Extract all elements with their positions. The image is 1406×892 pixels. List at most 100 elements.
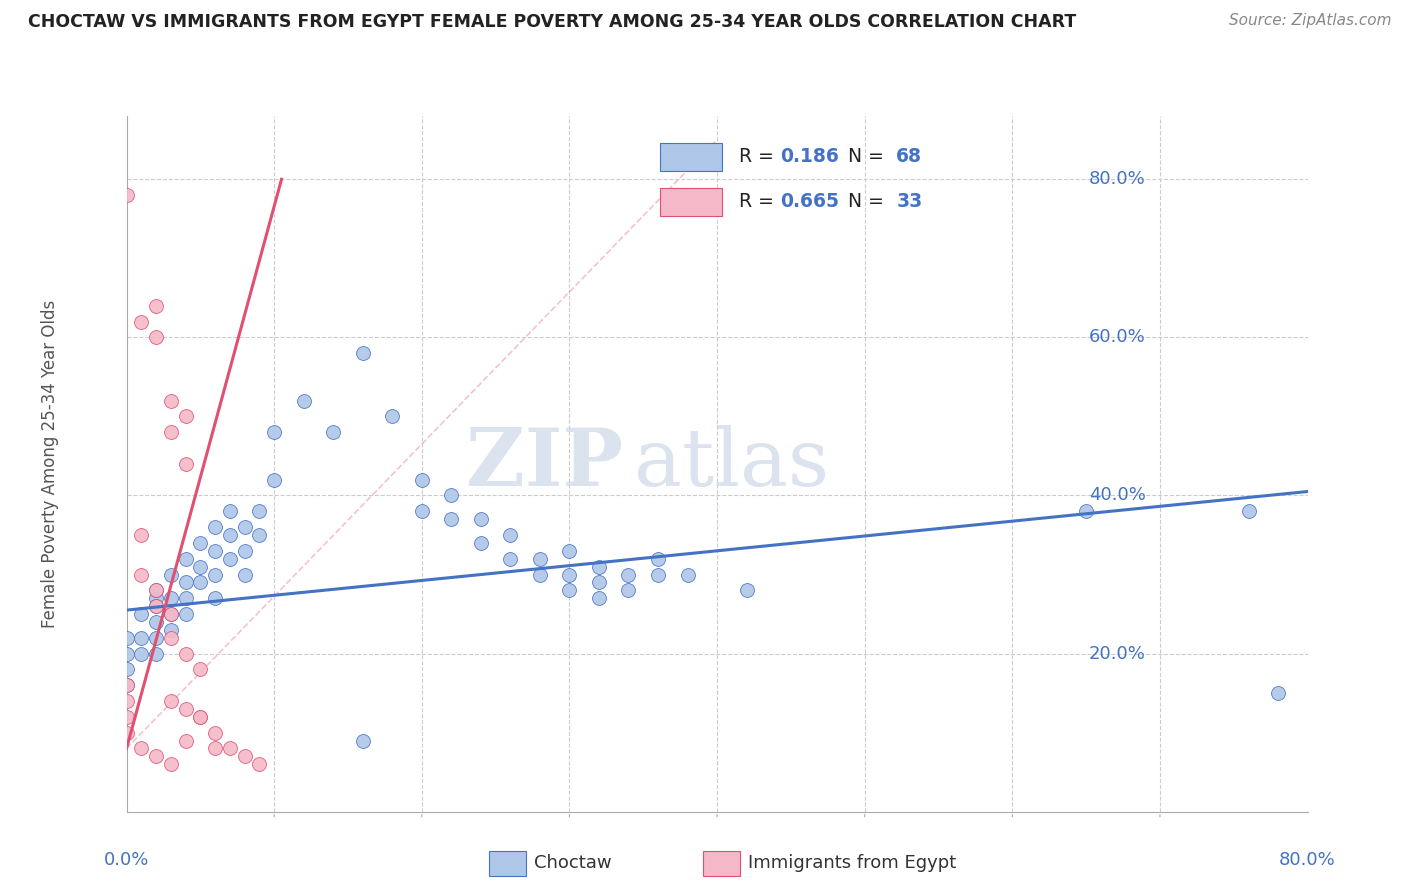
Point [1076, 504, 1098, 518]
Text: 0.665: 0.665 [780, 193, 839, 211]
Text: R =: R = [738, 147, 779, 166]
Point [159, 607, 183, 621]
Text: Choctaw: Choctaw [534, 855, 612, 872]
Point [145, 615, 167, 629]
Point [470, 536, 492, 550]
Point [159, 607, 183, 621]
Text: 80.0%: 80.0% [1090, 170, 1146, 188]
Point [440, 488, 463, 502]
Point [145, 749, 167, 764]
Point [233, 520, 256, 534]
Point [129, 314, 153, 328]
Point [735, 583, 758, 598]
Point [115, 710, 138, 724]
Point [558, 567, 581, 582]
Point [1237, 504, 1260, 518]
Text: 68: 68 [896, 147, 922, 166]
Point [188, 662, 211, 676]
Text: R =: R = [738, 193, 779, 211]
Point [188, 710, 211, 724]
Point [174, 733, 197, 747]
Point [470, 512, 492, 526]
Point [647, 551, 669, 566]
Text: CHOCTAW VS IMMIGRANTS FROM EGYPT FEMALE POVERTY AMONG 25-34 YEAR OLDS CORRELATIO: CHOCTAW VS IMMIGRANTS FROM EGYPT FEMALE … [28, 13, 1077, 31]
Point [129, 607, 153, 621]
Point [145, 330, 167, 344]
Point [617, 567, 640, 582]
Point [352, 346, 374, 360]
Point [204, 591, 226, 606]
Point [233, 749, 256, 764]
Point [145, 583, 167, 598]
Point [145, 591, 167, 606]
Point [174, 551, 197, 566]
Point [129, 647, 153, 661]
Text: N =: N = [848, 147, 890, 166]
Bar [659, 188, 721, 216]
Point [115, 725, 138, 739]
Point [115, 694, 138, 708]
Point [129, 741, 153, 756]
Point [529, 551, 551, 566]
Point [174, 591, 197, 606]
Point [440, 512, 463, 526]
Point [247, 528, 270, 542]
Point [145, 583, 167, 598]
Point [676, 567, 699, 582]
Point [145, 631, 167, 645]
Point [499, 528, 522, 542]
Point [381, 409, 404, 424]
Point [145, 647, 167, 661]
Point [263, 473, 285, 487]
Point [159, 567, 183, 582]
Point [263, 425, 285, 440]
Point [129, 528, 153, 542]
Point [558, 583, 581, 598]
Point [159, 591, 183, 606]
Point [247, 504, 270, 518]
Text: 40.0%: 40.0% [1090, 486, 1146, 505]
Point [188, 575, 211, 590]
Point [499, 551, 522, 566]
Point [188, 710, 211, 724]
Point [1267, 686, 1289, 700]
Point [219, 741, 242, 756]
Text: 20.0%: 20.0% [1090, 645, 1146, 663]
Point [322, 425, 344, 440]
Point [174, 409, 197, 424]
Text: 0.186: 0.186 [780, 147, 838, 166]
Text: 0.0%: 0.0% [104, 851, 149, 869]
Point [159, 631, 183, 645]
Text: 80.0%: 80.0% [1279, 851, 1336, 869]
Text: Source: ZipAtlas.com: Source: ZipAtlas.com [1229, 13, 1392, 29]
Point [115, 188, 138, 202]
Point [588, 559, 610, 574]
Point [411, 504, 433, 518]
Point [115, 662, 138, 676]
Point [204, 543, 226, 558]
Point [174, 607, 197, 621]
Point [159, 393, 183, 408]
Point [188, 559, 211, 574]
Bar [489, 851, 526, 876]
Point [174, 647, 197, 661]
Point [204, 741, 226, 756]
Point [647, 567, 669, 582]
Point [219, 551, 242, 566]
Text: Female Poverty Among 25-34 Year Olds: Female Poverty Among 25-34 Year Olds [41, 300, 59, 628]
Text: Immigrants from Egypt: Immigrants from Egypt [748, 855, 956, 872]
Point [588, 575, 610, 590]
Point [588, 591, 610, 606]
Point [204, 520, 226, 534]
Text: atlas: atlas [634, 425, 830, 503]
Point [159, 757, 183, 772]
Point [352, 733, 374, 747]
Point [174, 457, 197, 471]
Text: 60.0%: 60.0% [1090, 328, 1146, 346]
Text: ZIP: ZIP [465, 425, 623, 503]
Point [219, 528, 242, 542]
Point [233, 567, 256, 582]
Point [115, 678, 138, 692]
Point [233, 543, 256, 558]
Point [204, 567, 226, 582]
